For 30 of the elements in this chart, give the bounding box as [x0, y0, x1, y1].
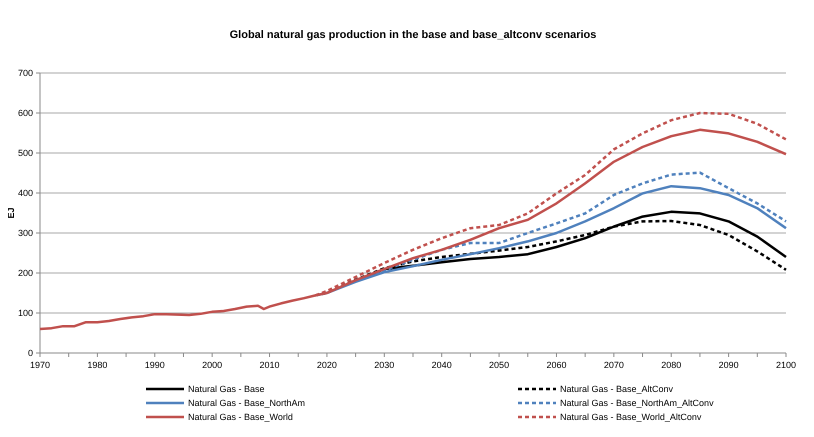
- y-axis-title: EJ: [6, 207, 16, 219]
- chart-title: Global natural gas production in the base and base_altconv scenarios: [230, 29, 596, 41]
- legend-label: Natural Gas - Base_AltConv: [560, 384, 674, 394]
- x-tick-label: 1980: [87, 360, 108, 370]
- x-tick-label: 2070: [604, 360, 624, 370]
- y-tick-label: 500: [18, 148, 33, 158]
- x-tick-label: 2050: [489, 360, 510, 370]
- y-tick-label: 300: [18, 228, 33, 238]
- x-tick-label: 2000: [202, 360, 222, 370]
- y-tick-label: 700: [18, 68, 33, 78]
- legend-label: Natural Gas - Base_NorthAm: [188, 398, 306, 408]
- x-tick-label: 1990: [144, 360, 165, 370]
- y-tick-label: 0: [28, 348, 33, 358]
- y-tick-label: 100: [18, 308, 33, 318]
- x-tick-label: 1970: [30, 360, 50, 370]
- legend-label: Natural Gas - Base_World: [188, 412, 293, 422]
- x-tick-label: 2020: [316, 360, 337, 370]
- legend-label: Natural Gas - Base_World_AltConv: [560, 412, 702, 422]
- x-tick-label: 2010: [260, 360, 280, 370]
- legend-label: Natural Gas - Base_NorthAm_AltConv: [560, 398, 714, 408]
- y-tick-label: 400: [18, 188, 33, 198]
- y-tick-label: 200: [18, 268, 33, 278]
- y-tick-label: 600: [18, 108, 33, 118]
- x-tick-label: 2080: [661, 360, 682, 370]
- x-tick-label: 2040: [432, 360, 452, 370]
- x-tick-label: 2100: [776, 360, 796, 370]
- legend-label: Natural Gas - Base: [188, 384, 265, 394]
- x-tick-label: 2060: [546, 360, 566, 370]
- x-tick-label: 2030: [374, 360, 394, 370]
- x-tick-label: 2090: [718, 360, 739, 370]
